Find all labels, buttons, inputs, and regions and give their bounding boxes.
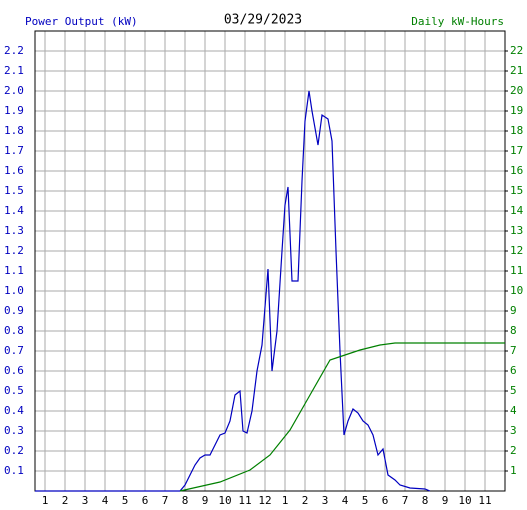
chart-title: 03/29/2023 bbox=[224, 13, 302, 28]
y-tick-label: 2.1 bbox=[4, 64, 24, 77]
x-tick-label: 10 bbox=[458, 494, 471, 507]
y2-tick-label: 5 bbox=[510, 384, 517, 397]
y-tick-label: 1.9 bbox=[4, 104, 24, 117]
y-tick-label: 0.3 bbox=[4, 424, 24, 437]
y-tick-label: 0.6 bbox=[4, 364, 24, 377]
y-tick-label: 1.4 bbox=[4, 204, 24, 217]
y2-axis-title: Daily kW-Hours bbox=[411, 15, 504, 28]
y-tick-label: 0.9 bbox=[4, 304, 24, 317]
y2-tick-label: 13 bbox=[510, 224, 523, 237]
y2-tick-label: 10 bbox=[510, 284, 523, 297]
x-tick-label: 11 bbox=[238, 494, 251, 507]
y-tick-label: 1.0 bbox=[4, 284, 24, 297]
plot-border bbox=[34, 30, 506, 492]
x-tick-label: 1 bbox=[282, 494, 289, 507]
y2-tick-label: 3 bbox=[510, 424, 517, 437]
y2-tick-label: 15 bbox=[510, 184, 523, 197]
x-tick-label: 6 bbox=[142, 494, 149, 507]
x-tick-label: 2 bbox=[302, 494, 309, 507]
x-tick-label: 4 bbox=[102, 494, 109, 507]
y-tick-label: 0.1 bbox=[4, 464, 24, 477]
y2-tick-label: 20 bbox=[510, 84, 523, 97]
y2-tick-label: 22 bbox=[510, 44, 523, 57]
x-tick-label: 1 bbox=[42, 494, 49, 507]
y2-tick-label: 18 bbox=[510, 124, 523, 137]
y-tick-label: 2.0 bbox=[4, 84, 24, 97]
y2-tick-label: 19 bbox=[510, 104, 523, 117]
x-tick-label: 11 bbox=[478, 494, 491, 507]
y-axis-title: Power Output (kW) bbox=[25, 15, 138, 28]
y2-tick-label: 1 bbox=[510, 464, 517, 477]
x-tick-label: 6 bbox=[382, 494, 389, 507]
x-tick-label: 12 bbox=[258, 494, 271, 507]
x-tick-label: 7 bbox=[162, 494, 169, 507]
y-tick-label: 0.4 bbox=[4, 404, 24, 417]
x-tick-label: 8 bbox=[182, 494, 189, 507]
x-tick-label: 5 bbox=[362, 494, 369, 507]
x-tick-label: 9 bbox=[202, 494, 209, 507]
y-tick-label: 1.8 bbox=[4, 124, 24, 137]
y-tick-label: 1.1 bbox=[4, 264, 24, 277]
y2-tick-label: 21 bbox=[510, 64, 523, 77]
y-tick-label: 0.5 bbox=[4, 384, 24, 397]
x-tick-label: 9 bbox=[442, 494, 449, 507]
y-tick-label: 1.6 bbox=[4, 164, 24, 177]
x-tick-label: 2 bbox=[62, 494, 69, 507]
y-tick-label: 2.2 bbox=[4, 44, 24, 57]
x-tick-label: 7 bbox=[402, 494, 409, 507]
y-tick-label: 0.8 bbox=[4, 324, 24, 337]
y2-tick-label: 8 bbox=[510, 324, 517, 337]
y2-tick-label: 12 bbox=[510, 244, 523, 257]
y-tick-label: 1.2 bbox=[4, 244, 24, 257]
y-tick-label: 1.3 bbox=[4, 224, 24, 237]
y2-tick-label: 16 bbox=[510, 164, 523, 177]
y2-tick-label: 9 bbox=[510, 304, 517, 317]
y2-tick-label: 2 bbox=[510, 444, 517, 457]
y2-tick-label: 7 bbox=[510, 344, 517, 357]
y-tick-label: 1.7 bbox=[4, 144, 24, 157]
y2-tick-label: 6 bbox=[510, 364, 517, 377]
y2-tick-label: 11 bbox=[510, 264, 523, 277]
y2-tick-label: 4 bbox=[510, 404, 517, 417]
y2-tick-label: 17 bbox=[510, 144, 523, 157]
x-tick-label: 3 bbox=[82, 494, 89, 507]
y2-tick-label: 14 bbox=[510, 204, 524, 217]
y-tick-label: 1.5 bbox=[4, 184, 24, 197]
y-tick-label: 0.7 bbox=[4, 344, 24, 357]
y-tick-label: 0.2 bbox=[4, 444, 24, 457]
x-tick-label: 4 bbox=[342, 494, 349, 507]
line-series bbox=[179, 342, 505, 492]
x-tick-label: 8 bbox=[422, 494, 429, 507]
x-tick-label: 5 bbox=[122, 494, 129, 507]
x-tick-label: 3 bbox=[322, 494, 329, 507]
x-tick-label: 10 bbox=[218, 494, 231, 507]
line-series bbox=[35, 90, 431, 492]
